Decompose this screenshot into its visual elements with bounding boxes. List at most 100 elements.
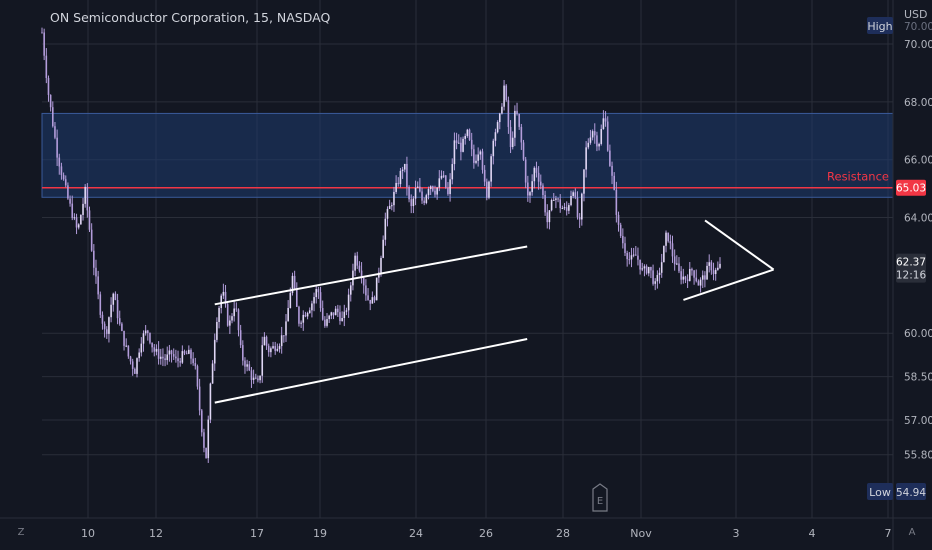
candle-body [326,319,328,326]
candle-body [295,288,298,307]
high-label: High [867,20,892,33]
earnings-marker[interactable]: E [592,483,608,512]
candle-body [84,186,86,204]
candle-body [479,151,482,155]
candle-body [699,279,702,286]
low-label: Low [869,486,891,499]
candle-body [421,191,423,201]
channel-upper-line[interactable] [214,245,528,306]
resistance-label: Resistance [827,170,889,184]
candle-body [95,267,97,277]
candle-body [686,279,689,281]
candle-body [481,151,484,170]
candle-body [287,307,289,322]
candle-body [140,343,143,353]
price-axis[interactable]: 55.80 57.00 58.50 60.00 64.00 66.00 68.00 70.00 [904,39,932,462]
candle-body [462,138,464,152]
candle-body [671,243,674,257]
timezone-icon[interactable]: Z [18,527,25,538]
candle-body [591,131,594,138]
candle-body [643,266,646,269]
candle-body [576,197,579,218]
pattern-drawings[interactable] [214,219,775,404]
candle-body [136,358,138,374]
candle-body [552,199,555,201]
candle-body [390,205,393,207]
candle-body [667,232,669,242]
candle-body [669,241,672,244]
y-tick-label: 55.80 [904,450,932,462]
candle-body [546,212,549,223]
triangle-lower-line[interactable] [683,268,774,301]
candle-body [609,150,611,166]
candle-body [71,203,74,219]
candle-body [535,167,538,173]
candle-body [434,190,436,195]
candle-body [168,350,171,355]
y-tick-label: 66.00 [904,155,932,167]
candle-body [378,272,380,278]
candle-body [229,320,231,326]
candle-body [578,217,581,220]
candle-body [274,346,276,351]
candle-body [319,292,322,309]
auto-scale-icon[interactable]: A [909,527,916,538]
candle-body [334,308,337,316]
candle-body [408,187,410,200]
candle-body [267,345,270,353]
candle-body [488,181,490,198]
triangle-upper-line[interactable] [704,219,775,271]
candle-body [498,113,501,123]
earnings-label: E [597,496,603,507]
candle-body [254,377,257,379]
candle-body [548,210,551,223]
candle-body [276,348,279,351]
candle-body [362,278,365,286]
candle-body [414,187,417,199]
candle-body [537,172,540,182]
candle-body [142,333,145,344]
candle-body [90,229,93,251]
resistance-value: 65.03 [896,183,926,195]
candle-body [244,360,246,367]
candle-body [360,270,363,279]
candle-body [129,356,132,362]
candle-body [637,255,639,260]
candle-body [365,285,367,296]
candle-body [328,315,330,320]
candle-body [583,169,585,194]
candle-body [704,275,706,280]
candle-body [49,94,52,108]
candle-body [259,375,261,381]
candle-body [289,292,292,308]
candle-body [708,262,711,266]
candle-body [663,245,665,263]
candle-body [676,263,678,265]
candle-body [691,268,693,271]
candle-body [423,200,425,203]
candle-body [503,85,505,107]
candle-body [501,106,503,114]
candle-body [542,185,544,196]
channel-lower-line[interactable] [214,338,528,404]
candle-body [45,55,48,78]
candle-body [701,275,704,280]
candle-body [457,142,460,144]
candle-body [302,314,305,323]
candle-body [127,345,130,357]
candle-body [570,195,572,206]
candle-body [626,253,628,260]
x-tick-label: 12 [149,527,163,540]
candle-body [432,186,434,191]
candle-body [514,110,516,138]
candle-body [175,356,177,359]
candle-body [628,259,631,261]
resistance-zone[interactable] [41,112,894,198]
candle-body [317,289,320,293]
candle-body [572,192,574,196]
candle-body [531,181,533,193]
candle-body [339,312,341,322]
candle-body [324,319,326,326]
